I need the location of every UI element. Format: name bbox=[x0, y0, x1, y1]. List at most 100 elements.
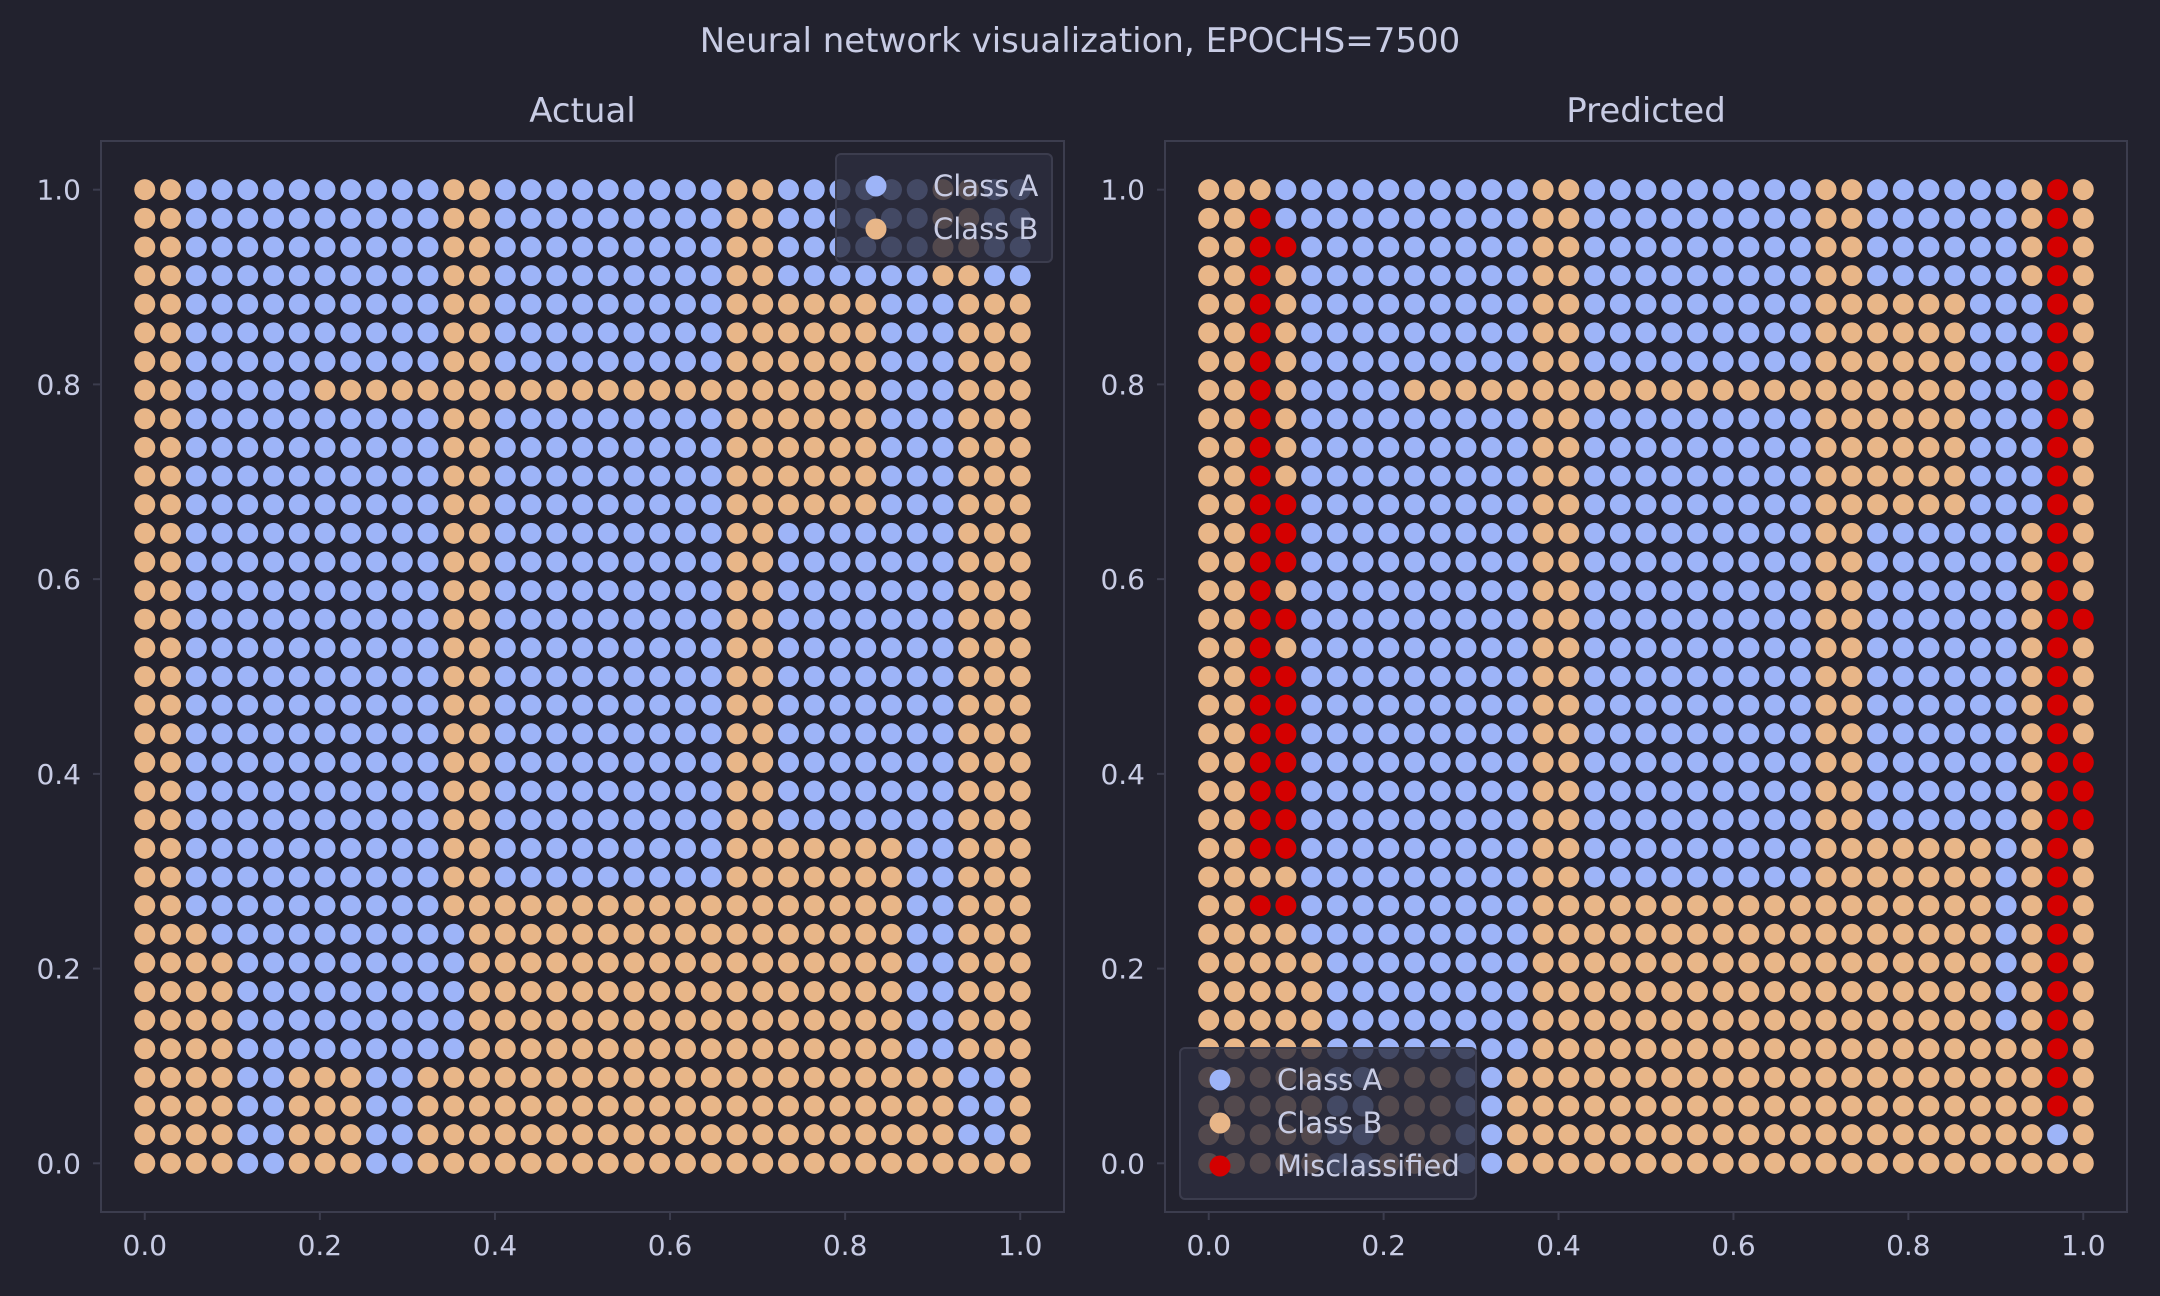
point-class-b bbox=[572, 1038, 593, 1060]
point-class-b bbox=[880, 1124, 902, 1146]
point-class-b bbox=[958, 809, 980, 831]
point-class-b bbox=[572, 1009, 593, 1031]
point-class-a bbox=[1661, 809, 1683, 831]
point-class-a bbox=[623, 866, 645, 888]
point-class-b bbox=[752, 551, 774, 573]
point-class-b bbox=[1944, 1095, 1966, 1117]
point-class-a bbox=[314, 465, 336, 487]
point-class-a bbox=[1712, 207, 1734, 229]
point-class-b bbox=[1198, 379, 1220, 401]
point-class-a bbox=[1584, 179, 1606, 201]
point-class-a bbox=[1301, 322, 1323, 344]
point-class-a bbox=[1429, 780, 1451, 802]
point-class-a bbox=[1506, 666, 1528, 687]
point-class-b bbox=[417, 1152, 439, 1174]
point-class-a bbox=[366, 1038, 388, 1060]
point-class-a bbox=[1481, 1152, 1503, 1174]
point-class-a bbox=[1995, 981, 2017, 1002]
point-class-b bbox=[1686, 952, 1708, 974]
point-class-b bbox=[1558, 923, 1580, 945]
point-class-a bbox=[237, 952, 259, 974]
point-class-a bbox=[1326, 923, 1348, 945]
point-class-a bbox=[546, 837, 568, 859]
point-class-b bbox=[1609, 952, 1631, 974]
point-class-a bbox=[1712, 751, 1734, 773]
point-misclassified bbox=[1249, 580, 1271, 602]
point-class-a bbox=[1584, 408, 1606, 430]
point-class-a bbox=[597, 351, 619, 372]
point-class-a bbox=[1584, 322, 1606, 344]
point-class-a bbox=[1712, 179, 1734, 201]
point-class-a bbox=[880, 522, 902, 544]
point-class-a bbox=[1969, 379, 1991, 401]
point-class-a bbox=[1506, 981, 1528, 1002]
point-class-a bbox=[185, 551, 207, 573]
point-class-a bbox=[520, 666, 542, 687]
axes-frame bbox=[100, 140, 1065, 1213]
point-class-a bbox=[623, 723, 645, 745]
point-class-a bbox=[494, 694, 516, 716]
point-class-b bbox=[1198, 780, 1220, 802]
point-class-b bbox=[1223, 551, 1245, 573]
point-class-b bbox=[2072, 408, 2094, 430]
point-class-b bbox=[1532, 694, 1554, 716]
point-class-b bbox=[2072, 351, 2094, 372]
point-class-b bbox=[1969, 1124, 1991, 1146]
point-class-a bbox=[237, 895, 259, 917]
point-class-a bbox=[623, 522, 645, 544]
point-class-a bbox=[649, 837, 671, 859]
point-class-a bbox=[1969, 608, 1991, 630]
point-class-b bbox=[288, 1124, 310, 1146]
point-class-b bbox=[1944, 465, 1966, 487]
point-class-b bbox=[1223, 837, 1245, 859]
point-class-b bbox=[1584, 952, 1606, 974]
point-class-a bbox=[1969, 723, 1991, 745]
point-class-b bbox=[1635, 981, 1657, 1002]
point-class-a bbox=[288, 408, 310, 430]
point-class-a bbox=[1635, 751, 1657, 773]
point-class-b bbox=[1009, 379, 1031, 401]
point-class-b bbox=[777, 379, 799, 401]
point-class-a bbox=[1326, 465, 1348, 487]
point-class-b bbox=[1532, 379, 1554, 401]
point-class-b bbox=[726, 522, 748, 544]
point-class-b bbox=[777, 952, 799, 974]
point-class-b bbox=[2021, 1124, 2043, 1146]
point-class-b bbox=[1969, 923, 1991, 945]
point-class-b bbox=[288, 1095, 310, 1117]
point-class-a bbox=[263, 723, 285, 745]
point-class-b bbox=[1841, 895, 1863, 917]
point-class-a bbox=[1635, 723, 1657, 745]
point-class-a bbox=[1404, 494, 1425, 516]
point-class-b bbox=[1558, 408, 1580, 430]
point-class-a bbox=[1635, 207, 1657, 229]
point-class-a bbox=[855, 809, 877, 831]
point-class-a bbox=[1661, 408, 1683, 430]
point-class-a bbox=[1455, 1009, 1477, 1031]
point-misclassified bbox=[1275, 666, 1297, 687]
point-class-b bbox=[2021, 522, 2043, 544]
point-class-b bbox=[443, 293, 465, 315]
point-class-b bbox=[443, 494, 465, 516]
point-class-b bbox=[1558, 1152, 1580, 1174]
subplot-title: Actual bbox=[529, 91, 636, 131]
point-class-b bbox=[1558, 608, 1580, 630]
point-misclassified bbox=[1275, 751, 1297, 773]
point-class-a bbox=[829, 608, 851, 630]
point-class-a bbox=[211, 207, 233, 229]
point-class-b bbox=[958, 666, 980, 687]
point-class-b bbox=[417, 379, 439, 401]
point-class-b bbox=[1584, 1066, 1606, 1088]
point-class-b bbox=[597, 1124, 619, 1146]
point-class-b bbox=[1584, 1038, 1606, 1060]
point-class-b bbox=[1198, 236, 1220, 258]
point-class-a bbox=[1429, 981, 1451, 1002]
point-class-b bbox=[829, 379, 851, 401]
point-class-a bbox=[237, 436, 259, 458]
point-class-a bbox=[288, 837, 310, 859]
point-class-a bbox=[932, 551, 954, 573]
point-class-a bbox=[674, 465, 696, 487]
point-class-b bbox=[700, 895, 722, 917]
point-class-a bbox=[1301, 923, 1323, 945]
point-class-b bbox=[185, 1152, 207, 1174]
